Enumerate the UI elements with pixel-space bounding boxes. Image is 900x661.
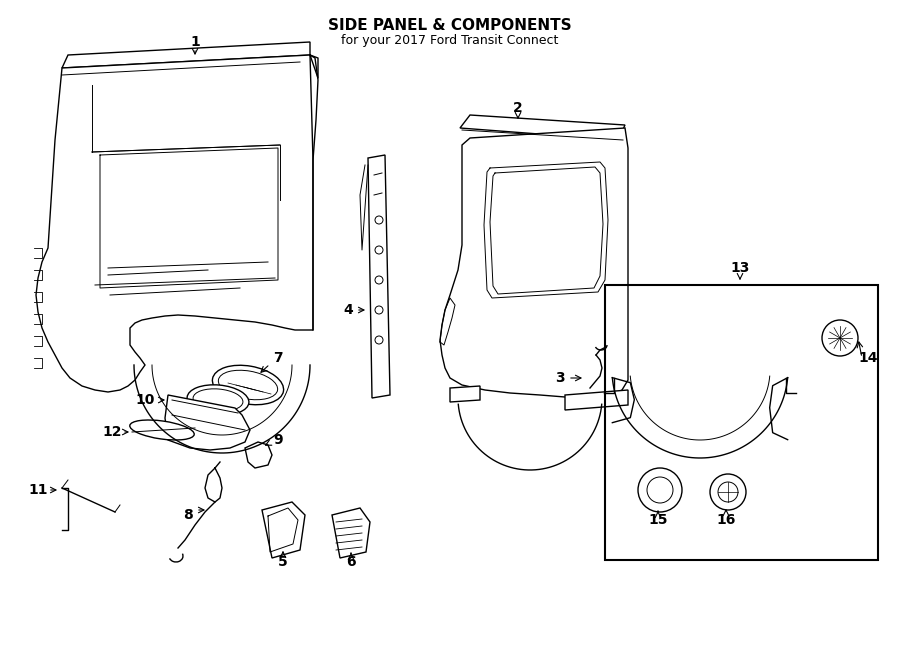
Bar: [605, 285, 878, 560]
Ellipse shape: [212, 366, 284, 405]
Ellipse shape: [187, 385, 249, 415]
Polygon shape: [62, 42, 310, 68]
Circle shape: [375, 216, 383, 224]
Polygon shape: [440, 128, 628, 398]
Text: 8: 8: [183, 508, 193, 522]
Polygon shape: [245, 442, 272, 468]
Polygon shape: [165, 395, 250, 450]
Text: 2: 2: [513, 101, 523, 115]
Circle shape: [638, 468, 682, 512]
Circle shape: [375, 276, 383, 284]
Circle shape: [822, 320, 858, 356]
Text: 10: 10: [135, 393, 155, 407]
Text: 4: 4: [343, 303, 353, 317]
Text: for your 2017 Ford Transit Connect: for your 2017 Ford Transit Connect: [341, 34, 559, 47]
Polygon shape: [368, 155, 390, 398]
Ellipse shape: [194, 389, 243, 411]
Circle shape: [375, 336, 383, 344]
Text: 12: 12: [103, 425, 122, 439]
Ellipse shape: [130, 420, 194, 440]
Polygon shape: [262, 502, 305, 558]
Polygon shape: [332, 508, 370, 558]
Polygon shape: [565, 390, 628, 410]
Text: 5: 5: [278, 555, 288, 569]
Circle shape: [375, 246, 383, 254]
Circle shape: [647, 477, 673, 503]
Polygon shape: [450, 386, 480, 402]
Circle shape: [710, 474, 746, 510]
Circle shape: [718, 482, 738, 502]
Text: SIDE PANEL & COMPONENTS: SIDE PANEL & COMPONENTS: [328, 18, 572, 33]
Text: 6: 6: [346, 555, 356, 569]
Text: 3: 3: [555, 371, 565, 385]
Text: 16: 16: [716, 513, 735, 527]
Ellipse shape: [219, 370, 277, 400]
Text: 7: 7: [274, 351, 283, 365]
Text: 13: 13: [730, 261, 750, 275]
Text: 14: 14: [859, 351, 877, 365]
Circle shape: [375, 306, 383, 314]
Text: 15: 15: [648, 513, 668, 527]
Text: 1: 1: [190, 35, 200, 49]
Text: 11: 11: [28, 483, 48, 497]
Polygon shape: [460, 115, 625, 140]
Text: 9: 9: [274, 433, 283, 447]
Polygon shape: [36, 55, 313, 392]
